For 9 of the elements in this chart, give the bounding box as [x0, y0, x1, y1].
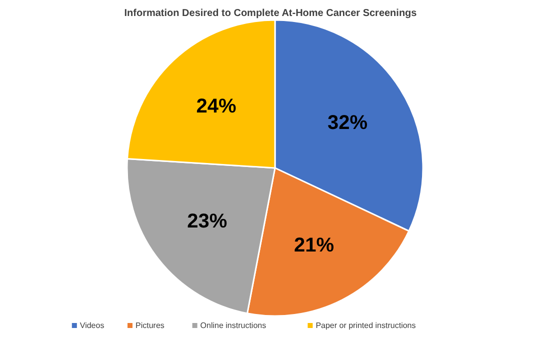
- legend-label: Videos: [80, 321, 104, 330]
- data-label: 24%: [196, 95, 236, 118]
- data-label: 23%: [187, 210, 228, 233]
- legend-label: Pictures: [136, 321, 164, 330]
- legend-label: Paper or printed instructions: [316, 321, 416, 330]
- data-label: 32%: [327, 112, 368, 134]
- legend-label: Online instructions: [200, 321, 266, 330]
- chart-title: Information Desired to Complete At-Home Cancer Screenings: [124, 8, 418, 19]
- data-label: 21%: [294, 234, 334, 256]
